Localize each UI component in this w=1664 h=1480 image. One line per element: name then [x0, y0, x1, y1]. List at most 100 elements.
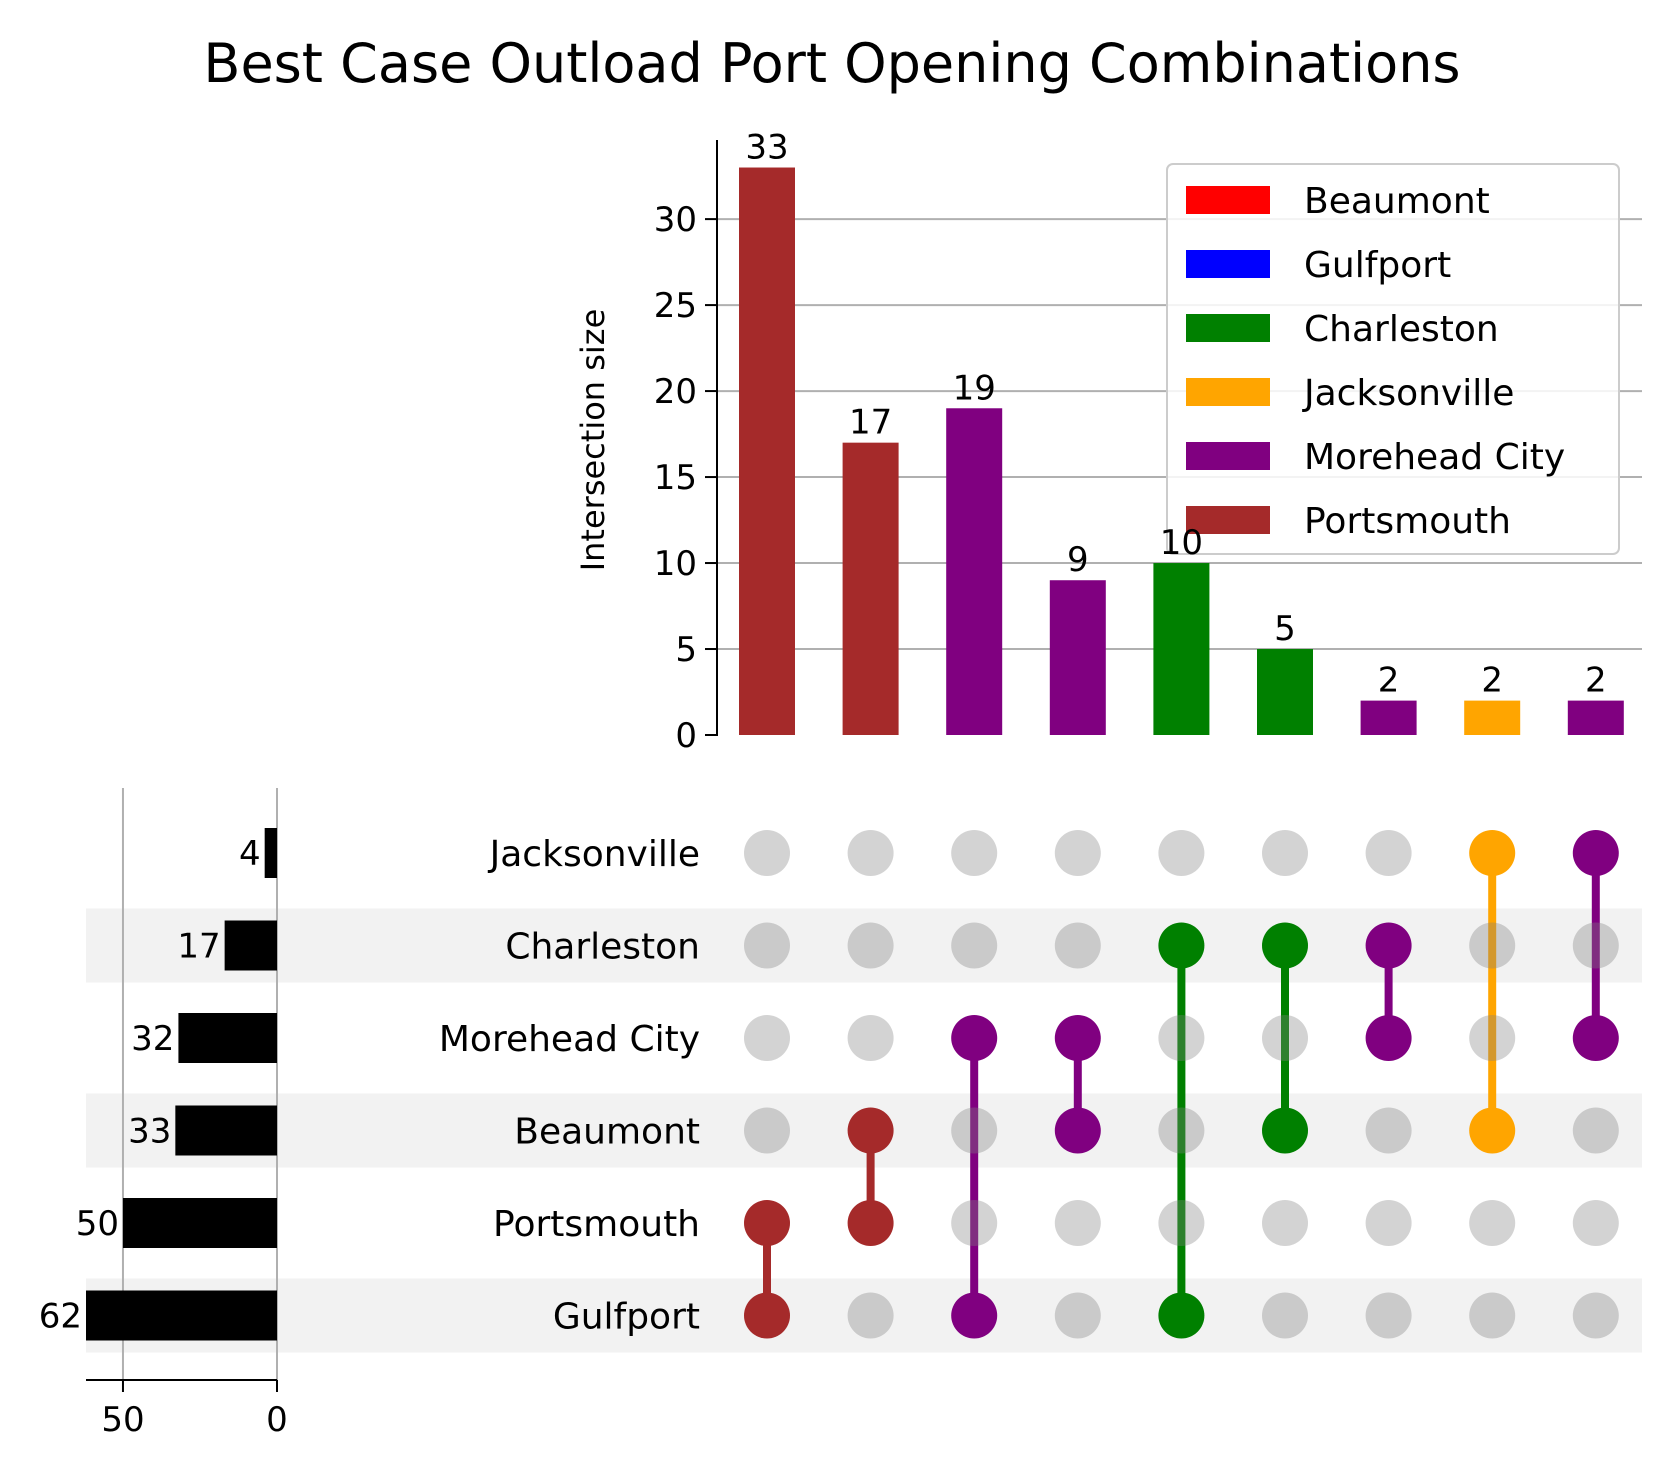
matrix-dot-active [1262, 1107, 1308, 1154]
bar-value-label: 2 [1585, 661, 1607, 701]
matrix-dot-inactive [744, 1107, 790, 1154]
matrix-dot-active [1365, 922, 1412, 969]
legend-label: Portsmouth [1304, 501, 1511, 542]
legend-swatch [1186, 506, 1270, 534]
y-tick-label: 10 [654, 544, 697, 584]
matrix-dot-inactive [847, 1015, 894, 1061]
matrix-dot-inactive [744, 1015, 790, 1061]
matrix-dot-active [1054, 1015, 1101, 1061]
bar-value-label: 2 [1378, 661, 1400, 701]
matrix-dot-inactive [1365, 830, 1412, 876]
matrix-dot-active [951, 1015, 998, 1061]
matrix-dot-inactive [1054, 1200, 1101, 1246]
matrix-dot-inactive [1158, 1107, 1205, 1154]
bar-value-label: 5 [1274, 609, 1296, 649]
matrix-dot-active [1054, 1107, 1101, 1154]
legend-swatch [1186, 250, 1270, 278]
matrix-dot-active [1158, 922, 1205, 969]
set-size-bar [264, 828, 277, 878]
intersection-bar [739, 167, 795, 735]
set-name-label: Beaumont [514, 1112, 700, 1153]
legend-label: Beaumont [1304, 181, 1490, 222]
chart-title: Best Case Outload Port Opening Combinati… [203, 32, 1460, 95]
set-size-bar [224, 920, 277, 971]
matrix-dot-inactive [744, 922, 790, 969]
intersection-bar [1257, 649, 1313, 735]
y-tick-label: 5 [675, 630, 697, 670]
set-size-bar [175, 1105, 277, 1156]
set-size-bar [178, 1013, 277, 1063]
set-size-value-label: 17 [177, 927, 220, 967]
matrix-dot-inactive [1572, 922, 1619, 969]
set-size-bar [122, 1198, 277, 1248]
legend-box [1166, 163, 1620, 555]
y-tick-label: 20 [654, 372, 697, 412]
intersection-bar [1153, 563, 1210, 735]
matrix-row-shade [86, 1278, 1642, 1353]
matrix-dot-active [744, 1200, 790, 1246]
matrix-dot-inactive [1365, 1107, 1412, 1154]
bar-value-label: 10 [1160, 523, 1203, 563]
set-name-label: Gulfport [553, 1297, 700, 1338]
y-tick-label: 0 [675, 716, 697, 756]
set-name-label: Jacksonville [488, 834, 700, 875]
matrix-dot-inactive [951, 830, 998, 876]
set-size-value-label: 32 [131, 1019, 174, 1059]
legend-swatch [1186, 442, 1270, 470]
set-name-label: Portsmouth [493, 1204, 700, 1245]
matrix-dot-inactive [744, 830, 790, 876]
set-size-tick-label: 50 [101, 1400, 144, 1440]
y-tick-label: 15 [654, 458, 697, 498]
bar-value-label: 19 [953, 368, 996, 408]
set-size-value-label: 33 [128, 1112, 171, 1152]
bar-value-label: 9 [1067, 540, 1089, 580]
matrix-dot-inactive [847, 1292, 894, 1339]
matrix-dot-inactive [1469, 1015, 1516, 1061]
matrix-dot-inactive [1262, 1292, 1308, 1339]
matrix-dot-inactive [951, 1107, 998, 1154]
matrix-dot-inactive [847, 922, 894, 969]
set-size-value-label: 50 [76, 1204, 119, 1244]
matrix-dot-inactive [1469, 1200, 1516, 1246]
y-tick-label: 30 [654, 200, 697, 240]
set-name-label: Morehead City [439, 1019, 700, 1060]
legend-label: Jacksonville [1302, 373, 1514, 414]
matrix-dot-inactive [951, 1200, 998, 1246]
legend-label: Morehead City [1304, 437, 1565, 478]
intersection-bar [1360, 700, 1417, 735]
set-size-bar [86, 1290, 277, 1341]
matrix-dot-inactive [1054, 830, 1101, 876]
matrix-dot-inactive [1158, 830, 1205, 876]
matrix-dot-active [847, 1107, 894, 1154]
intersection-bar [1567, 700, 1624, 735]
bar-value-label: 33 [745, 128, 788, 168]
matrix-dot-active [744, 1292, 790, 1339]
matrix-dot-active [1469, 830, 1516, 876]
matrix-dot-active [847, 1200, 894, 1246]
matrix-dot-inactive [1158, 1015, 1205, 1061]
legend-label: Gulfport [1304, 245, 1451, 286]
matrix-dot-inactive [847, 830, 894, 876]
legend-swatch [1186, 378, 1270, 406]
matrix-dot-inactive [1572, 1107, 1619, 1154]
legend-swatch [1186, 314, 1270, 342]
matrix-dot-active [1262, 922, 1308, 969]
matrix-dot-inactive [1054, 922, 1101, 969]
matrix-dot-inactive [1572, 1292, 1619, 1339]
matrix-dot-inactive [1572, 1200, 1619, 1246]
matrix-dot-inactive [1469, 1292, 1516, 1339]
set-size-tick-label: 0 [266, 1400, 288, 1440]
legend-swatch [1186, 186, 1270, 214]
matrix-dot-inactive [1262, 1015, 1308, 1061]
matrix-dot-inactive [1365, 1292, 1412, 1339]
intersection-bar [946, 408, 1003, 735]
matrix-dot-inactive [1262, 830, 1308, 876]
matrix-dot-active [1365, 1015, 1412, 1061]
bar-value-label: 17 [849, 403, 892, 443]
matrix-dot-active [1572, 1015, 1619, 1061]
set-name-label: Charleston [505, 927, 700, 968]
intersection-bar [1049, 580, 1106, 735]
matrix-dot-inactive [1365, 1200, 1412, 1246]
